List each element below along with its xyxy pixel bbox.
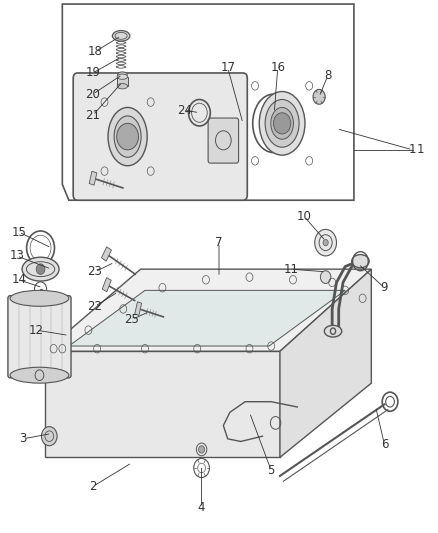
Ellipse shape xyxy=(117,84,127,89)
Ellipse shape xyxy=(10,367,69,383)
Text: 3: 3 xyxy=(19,432,27,446)
Ellipse shape xyxy=(324,325,342,337)
Ellipse shape xyxy=(10,290,69,306)
Text: 10: 10 xyxy=(297,209,311,223)
Text: 2: 2 xyxy=(89,480,96,493)
Circle shape xyxy=(273,113,291,134)
FancyBboxPatch shape xyxy=(73,73,247,200)
Text: 17: 17 xyxy=(220,61,235,74)
Polygon shape xyxy=(89,171,97,185)
Circle shape xyxy=(321,271,331,284)
Text: 25: 25 xyxy=(124,313,139,326)
Polygon shape xyxy=(280,269,371,457)
Ellipse shape xyxy=(271,108,293,139)
Circle shape xyxy=(313,90,325,104)
Polygon shape xyxy=(69,290,345,346)
Ellipse shape xyxy=(265,100,299,147)
Ellipse shape xyxy=(259,92,305,155)
Polygon shape xyxy=(135,302,141,316)
Text: 16: 16 xyxy=(270,61,285,74)
Text: 6: 6 xyxy=(381,438,388,450)
Text: 13: 13 xyxy=(9,249,24,262)
Circle shape xyxy=(117,123,138,150)
FancyBboxPatch shape xyxy=(8,296,71,378)
Ellipse shape xyxy=(114,116,141,157)
Text: 7: 7 xyxy=(215,236,223,249)
Ellipse shape xyxy=(117,74,127,79)
Text: 22: 22 xyxy=(88,300,102,313)
Text: 14: 14 xyxy=(11,273,26,286)
Text: 11: 11 xyxy=(283,263,298,276)
Circle shape xyxy=(198,446,205,453)
Text: 1: 1 xyxy=(409,143,417,156)
Text: 21: 21 xyxy=(85,109,100,122)
Text: 4: 4 xyxy=(198,501,205,514)
Polygon shape xyxy=(45,351,280,457)
Polygon shape xyxy=(62,4,354,200)
Text: 20: 20 xyxy=(85,87,100,101)
Text: 23: 23 xyxy=(88,265,102,278)
Text: 12: 12 xyxy=(29,324,44,337)
Polygon shape xyxy=(102,278,111,292)
FancyBboxPatch shape xyxy=(208,118,239,163)
Circle shape xyxy=(42,426,57,446)
Text: 15: 15 xyxy=(11,225,26,239)
Text: 24: 24 xyxy=(177,103,192,117)
Ellipse shape xyxy=(117,72,127,77)
Text: 1: 1 xyxy=(417,143,424,156)
Ellipse shape xyxy=(352,255,369,268)
Text: 5: 5 xyxy=(268,464,275,477)
Text: 8: 8 xyxy=(324,69,332,82)
Polygon shape xyxy=(102,247,111,261)
Ellipse shape xyxy=(113,30,130,41)
Text: 9: 9 xyxy=(381,281,388,294)
Polygon shape xyxy=(45,269,371,351)
Ellipse shape xyxy=(22,257,59,281)
Ellipse shape xyxy=(108,108,147,166)
Circle shape xyxy=(315,229,336,256)
Text: 18: 18 xyxy=(88,45,102,58)
Circle shape xyxy=(323,239,328,246)
Circle shape xyxy=(36,264,45,274)
Bar xyxy=(117,77,127,86)
Text: 19: 19 xyxy=(85,67,100,79)
